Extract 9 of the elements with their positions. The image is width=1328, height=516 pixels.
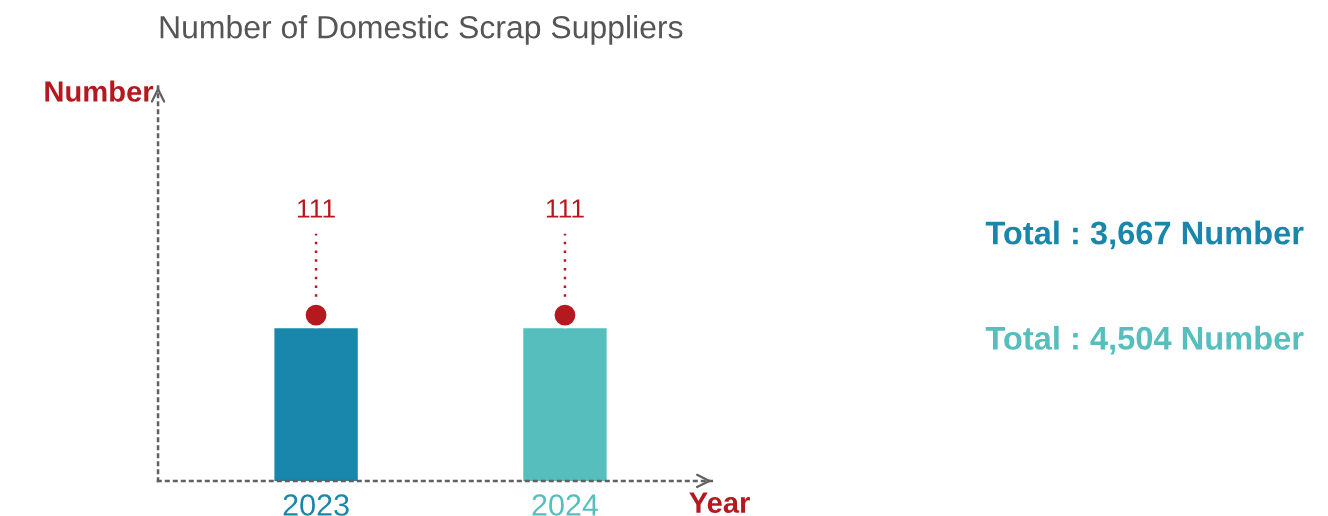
text: Total : 4,504 Number bbox=[985, 325, 1304, 355]
x-tick-label: 2023 bbox=[283, 494, 349, 516]
x-tick-label: 2024 bbox=[532, 494, 599, 516]
text: Total : 3,667 Number bbox=[985, 220, 1304, 250]
data-label: 111 bbox=[298, 199, 335, 218]
x-axis-title: Year bbox=[689, 492, 750, 513]
chart-title: Number of Domestic Scrap Suppliers bbox=[160, 15, 683, 45]
text: Number bbox=[45, 80, 154, 102]
data-label: 111 bbox=[546, 199, 584, 218]
